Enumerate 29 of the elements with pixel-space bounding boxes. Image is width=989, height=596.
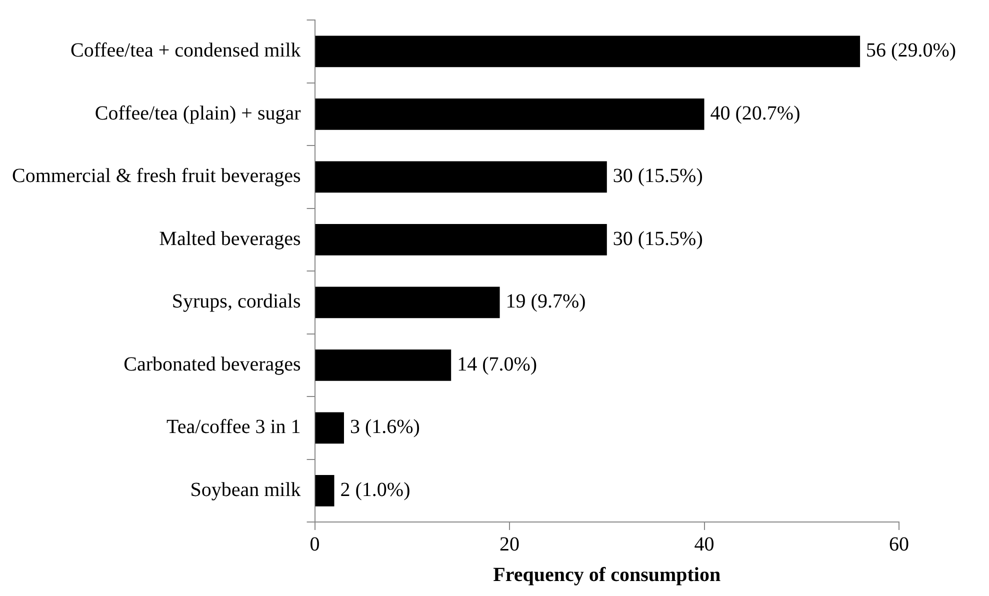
y-tick-label: Soybean milk xyxy=(190,478,301,501)
data-label: 2 (1.0%) xyxy=(340,478,410,501)
bar xyxy=(315,36,860,68)
x-tick-label: 40 xyxy=(694,533,714,556)
bar xyxy=(315,98,704,130)
bar xyxy=(315,224,607,256)
y-tick-label: Carbonated beverages xyxy=(124,353,301,376)
data-label: 19 (9.7%) xyxy=(506,290,586,313)
x-tick-label: 60 xyxy=(889,533,909,556)
y-tick-label: Coffee/tea (plain) + sugar xyxy=(94,102,302,124)
x-tick-label: 0 xyxy=(310,533,320,556)
x-axis-title: Frequency of consumption xyxy=(493,564,721,586)
data-label: 3 (1.6%) xyxy=(350,416,420,438)
data-label: 40 (20.7%) xyxy=(710,102,800,124)
bar xyxy=(315,412,344,444)
bar xyxy=(315,349,452,381)
data-label: 30 (15.5%) xyxy=(612,165,703,188)
bar xyxy=(315,474,334,506)
data-label: 30 (15.5%) xyxy=(612,228,703,250)
y-tick-label: Malted beverages xyxy=(159,228,301,250)
y-tick-label: Commercial & fresh fruit beverages xyxy=(12,165,301,188)
bar xyxy=(315,161,607,193)
y-tick-label: Coffee/tea + condensed milk xyxy=(70,40,301,62)
y-tick-label: Syrups, cordials xyxy=(172,290,301,313)
data-label: 14 (7.0%) xyxy=(457,353,538,376)
data-label: 56 (29.0%) xyxy=(866,40,956,62)
bar xyxy=(315,286,500,318)
x-tick-label: 20 xyxy=(500,533,520,556)
y-tick-label: Tea/coffee 3 in 1 xyxy=(166,416,301,438)
